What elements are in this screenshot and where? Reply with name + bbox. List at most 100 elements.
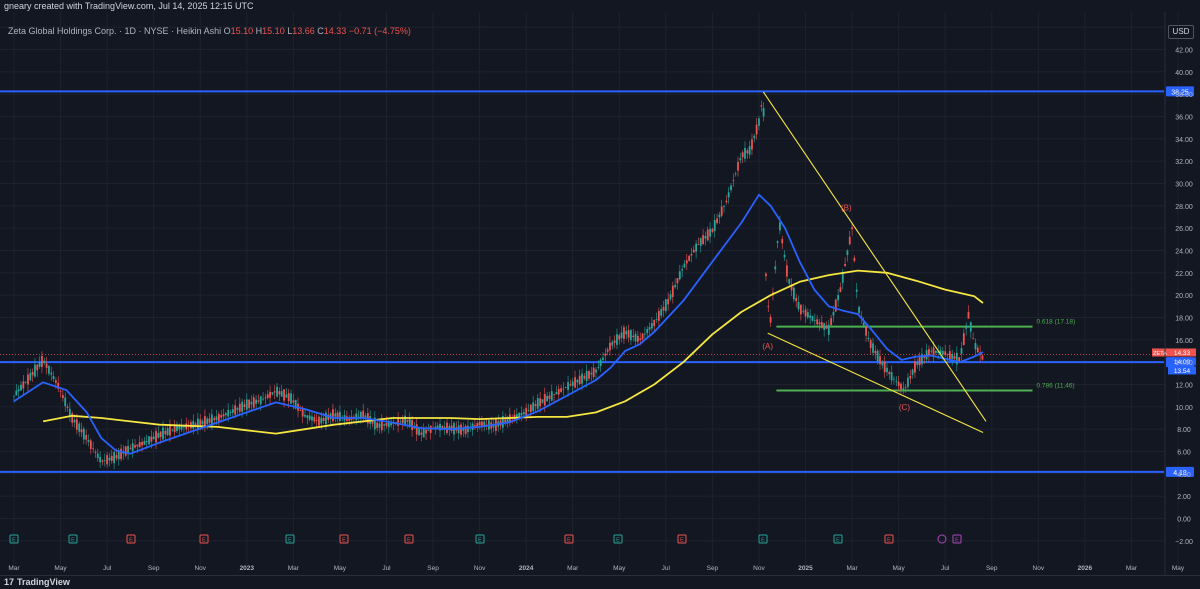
candle-body <box>236 408 239 410</box>
event-marker <box>475 534 485 544</box>
candle-body <box>501 416 504 428</box>
candle-body <box>797 301 800 310</box>
candle-body <box>515 414 518 418</box>
candle-body <box>404 415 407 426</box>
legend-close-value: 14.33 <box>323 26 347 36</box>
candle-body <box>113 452 116 464</box>
candle-body <box>706 229 709 241</box>
candle-body <box>103 460 106 462</box>
price-chart[interactable]: 38.25 14.00 4.18 0.618 (17.18) 0.786 (11.46)… <box>0 12 1200 575</box>
candle-body <box>20 384 22 391</box>
candle-body <box>704 236 707 239</box>
tradingview-logo-text: TradingView <box>17 577 70 587</box>
candle-body <box>639 338 642 340</box>
x-tick-label: May <box>1172 565 1185 572</box>
candle-body <box>506 416 509 423</box>
candle-body <box>227 409 230 417</box>
event-marker-label: E <box>887 538 891 544</box>
candle-body <box>110 455 113 461</box>
candle-body <box>799 304 802 315</box>
candle-body <box>683 263 686 268</box>
chart-area[interactable]: 38.25 14.00 4.18 0.618 (17.18) 0.786 (11.46)… <box>0 12 1200 575</box>
candle-body <box>972 338 975 340</box>
candle-body <box>285 394 288 398</box>
candle-body <box>671 285 674 298</box>
x-tick-label: Jul <box>662 565 671 572</box>
candle-body <box>41 355 43 367</box>
candle-body <box>269 391 271 398</box>
candle-body <box>734 173 737 175</box>
candle-body <box>958 357 961 363</box>
candle-body <box>376 422 379 428</box>
candle-body <box>662 307 665 311</box>
candle-body <box>865 326 867 336</box>
candle-body <box>120 448 122 460</box>
candle-body <box>129 447 132 449</box>
candle-body <box>923 355 926 359</box>
event-marker <box>339 534 349 544</box>
legend-change: −0.71 (−4.75%) <box>348 26 411 36</box>
candle-body <box>760 105 763 107</box>
y-tick-label: 42.00 <box>1175 48 1193 55</box>
event-marker-label: E <box>288 538 292 544</box>
candle-body <box>255 399 258 404</box>
x-tick-label: Sep <box>427 565 439 572</box>
ma-price-label: 13.54 <box>1174 368 1191 375</box>
candle-body <box>862 322 865 326</box>
candle-body <box>944 351 947 356</box>
candle-body <box>921 353 923 365</box>
y-tick-label: 30.00 <box>1175 182 1193 189</box>
event-marker-label: E <box>478 538 482 544</box>
candle-body <box>315 419 318 421</box>
candle-body <box>427 430 430 431</box>
candle-body <box>574 377 576 388</box>
candle-body <box>213 418 216 420</box>
candle-body <box>795 297 798 302</box>
candle-body <box>359 412 362 419</box>
event-marker <box>884 534 894 544</box>
candle-body <box>527 409 530 411</box>
candle-body <box>881 362 884 366</box>
event-marker-label: E <box>761 538 765 544</box>
candle-body <box>325 412 327 425</box>
candle-body <box>115 455 118 459</box>
y-tick-label: 2.00 <box>1177 494 1191 501</box>
candle-body <box>948 351 951 360</box>
candle-body <box>85 434 88 440</box>
candle-body <box>238 403 241 412</box>
candle-body <box>564 387 567 388</box>
y-tick-label: 12.00 <box>1175 383 1193 390</box>
candle-body <box>688 255 691 261</box>
candle-body <box>802 310 805 312</box>
candle-body <box>713 220 716 232</box>
candle-body <box>785 265 788 277</box>
legend-high-value: 15.10 <box>262 26 285 36</box>
candle-body <box>769 316 772 323</box>
candle-body <box>758 118 760 126</box>
symbol-legend[interactable]: Zeta Global Holdings Corp. · 1D · NYSE ·… <box>8 26 411 36</box>
candle-body <box>75 419 78 430</box>
candle-body <box>66 406 69 408</box>
candle-body <box>448 426 451 430</box>
candle-body <box>820 321 823 328</box>
y-tick-label: 38.00 <box>1175 92 1193 99</box>
candle-body <box>788 279 791 284</box>
candle-body <box>646 329 649 334</box>
candle-body <box>930 350 933 352</box>
candle-body <box>751 139 753 150</box>
candle-body <box>753 135 756 139</box>
candle-body <box>765 273 767 277</box>
candle-body <box>418 427 420 436</box>
currency-button[interactable]: USD <box>1168 25 1194 39</box>
candle-body <box>590 372 593 375</box>
x-tick-label: Mar <box>567 565 579 572</box>
tradingview-logo[interactable]: 17 TradingView <box>4 577 70 587</box>
y-tick-label: 40.00 <box>1175 70 1193 77</box>
legend-high-label: H <box>255 26 263 36</box>
candle-body <box>31 371 34 376</box>
candle-body <box>571 381 574 386</box>
candle-body <box>78 423 81 432</box>
candle-body <box>327 414 330 420</box>
candle-body <box>320 417 323 424</box>
candle-body <box>911 369 914 375</box>
